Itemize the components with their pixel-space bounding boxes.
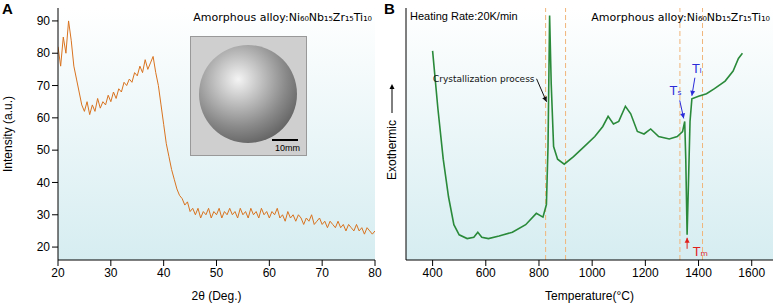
svg-text:70: 70 <box>37 79 51 93</box>
svg-text:400: 400 <box>423 266 443 280</box>
svg-text:1600: 1600 <box>738 266 765 280</box>
svg-text:70: 70 <box>315 266 329 280</box>
svg-text:Exothermic: Exothermic <box>385 120 399 180</box>
svg-text:40: 40 <box>37 176 51 190</box>
svg-text:50: 50 <box>37 143 51 157</box>
svg-text:Tₗ: Tₗ <box>691 62 701 76</box>
svg-text:90: 90 <box>37 14 51 28</box>
svg-text:30: 30 <box>104 266 118 280</box>
svg-text:Crystallization process: Crystallization process <box>433 74 535 84</box>
svg-text:1200: 1200 <box>632 266 659 280</box>
svg-text:Intensity (a.u.): Intensity (a.u.) <box>1 96 15 172</box>
html-text:B: B <box>384 0 395 17</box>
html-text:10mm: 10mm <box>275 143 300 153</box>
svg-text:Tₘ: Tₘ <box>692 245 708 259</box>
svg-text:2θ (Deg.): 2θ (Deg.) <box>191 289 241 303</box>
html-text:Amorphous alloy:Ni₆₀Nb₁₅Zr₁₅Ti: Amorphous alloy:Ni₆₀Nb₁₅Zr₁₅Ti₁₀ <box>591 11 770 24</box>
svg-text:60: 60 <box>263 266 277 280</box>
svg-text:30: 30 <box>37 208 51 222</box>
svg-text:20: 20 <box>37 240 51 254</box>
svg-text:Temperature(°C): Temperature(°C) <box>545 289 634 303</box>
svg-text:80: 80 <box>37 46 51 60</box>
svg-text:80: 80 <box>368 266 382 280</box>
html-text:A: A <box>2 0 13 17</box>
html-text:Heating Rate:20K/min: Heating Rate:20K/min <box>410 10 518 22</box>
svg-text:50: 50 <box>210 266 224 280</box>
svg-text:40: 40 <box>157 266 171 280</box>
svg-text:60: 60 <box>37 111 51 125</box>
svg-text:1000: 1000 <box>579 266 606 280</box>
svg-text:Tₛ: Tₛ <box>669 84 682 98</box>
svg-text:1400: 1400 <box>685 266 712 280</box>
html-text:Amorphous alloy:Ni₆₀Nb₁₅Zr₁₅Ti: Amorphous alloy:Ni₆₀Nb₁₅Zr₁₅Ti₁₀ <box>193 11 372 24</box>
svg-text:800: 800 <box>529 266 549 280</box>
svg-text:600: 600 <box>476 266 496 280</box>
svg-text:20: 20 <box>51 266 65 280</box>
